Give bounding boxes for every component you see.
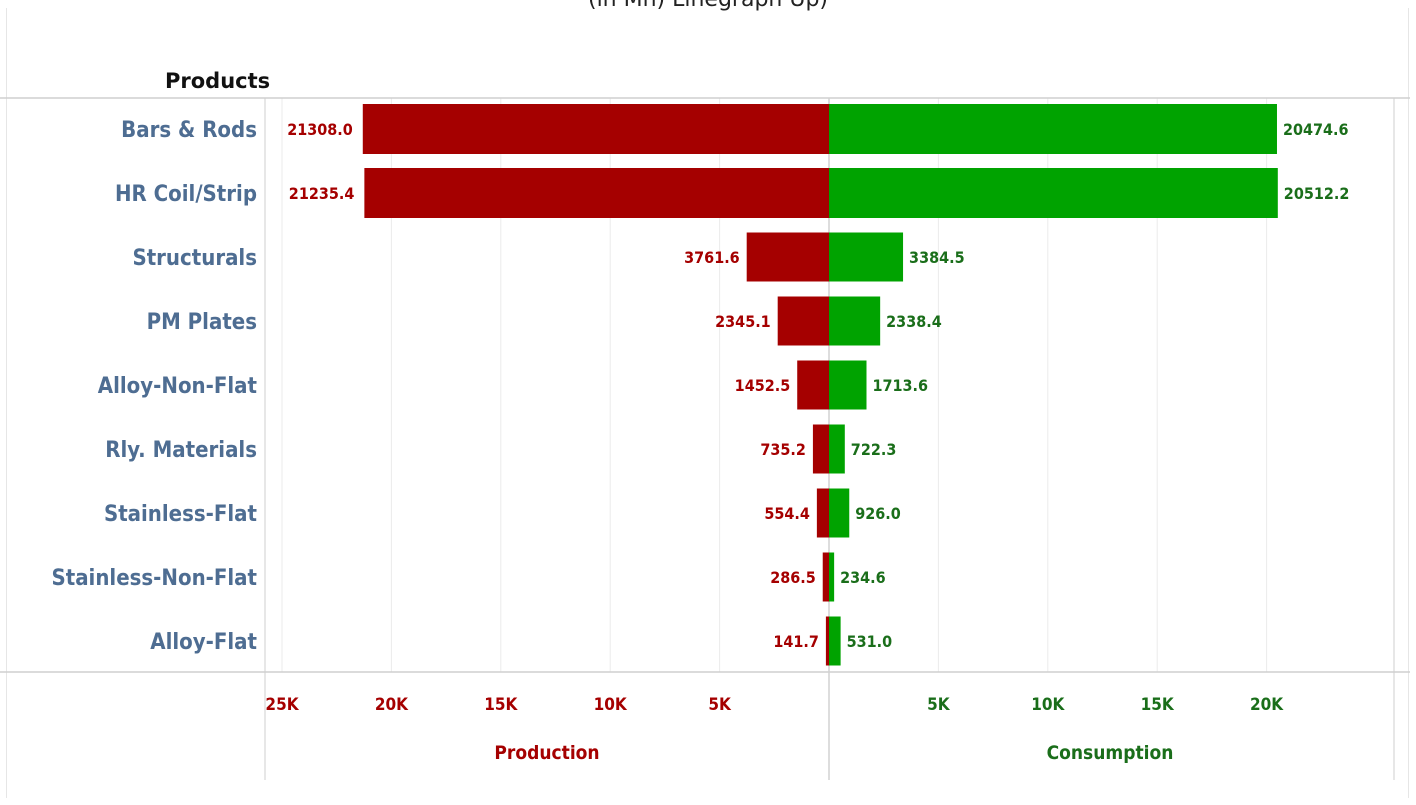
category-label: Stainless-Non-Flat <box>51 566 257 591</box>
consumption-bar[interactable] <box>829 616 841 666</box>
consumption-bar[interactable] <box>829 296 881 346</box>
consumption-value-label: 234.6 <box>840 568 886 587</box>
category-label: HR Coil/Strip <box>115 182 257 207</box>
production-tick-label: 20K <box>375 695 409 715</box>
production-bar[interactable] <box>797 360 829 410</box>
production-bar[interactable] <box>746 232 829 282</box>
production-value-label: 21308.0 <box>287 120 353 139</box>
production-value-label: 141.7 <box>773 632 819 651</box>
category-label: Stainless-Flat <box>104 502 258 527</box>
production-tick-label: 10K <box>594 695 628 715</box>
consumption-value-label: 1713.6 <box>872 376 928 395</box>
consumption-value-label: 531.0 <box>847 632 893 651</box>
chart-frame <box>6 8 1409 798</box>
consumption-bar[interactable] <box>829 424 845 474</box>
production-value-label: 21235.4 <box>289 184 355 203</box>
category-rows: Bars & Rods 21308.0 20474.6 HR Coil/Strip 21… <box>51 104 1349 666</box>
production-bar[interactable] <box>364 168 829 218</box>
production-bar[interactable] <box>777 296 829 346</box>
category-label: Alloy-Flat <box>150 630 257 655</box>
consumption-value-label: 3384.5 <box>909 248 965 267</box>
category-label: Rly. Materials <box>105 438 257 463</box>
consumption-tick-label: 5K <box>927 695 951 715</box>
production-bar[interactable] <box>816 488 829 538</box>
production-value-label: 554.4 <box>764 504 810 523</box>
production-value-label: 3761.6 <box>684 248 740 267</box>
rows-header: Products <box>165 69 270 93</box>
consumption-axis-title: Consumption <box>1047 742 1174 764</box>
production-bar[interactable] <box>825 616 829 666</box>
consumption-value-label: 20474.6 <box>1283 120 1349 139</box>
consumption-bar[interactable] <box>829 168 1278 218</box>
category-label: PM Plates <box>147 310 257 335</box>
consumption-bar[interactable] <box>829 552 835 602</box>
production-tick-label: 25K <box>265 695 299 715</box>
consumption-value-label: 722.3 <box>851 440 897 459</box>
consumption-bar[interactable] <box>829 232 904 282</box>
consumption-bar[interactable] <box>829 104 1277 154</box>
consumption-value-label: 926.0 <box>855 504 901 523</box>
consumption-value-label: 20512.2 <box>1284 184 1350 203</box>
category-label: Bars & Rods <box>121 118 257 143</box>
chart-title-fragment: (in Mn) Linegraph Up) <box>0 0 1416 12</box>
production-value-label: 735.2 <box>760 440 806 459</box>
axes: Products Production Consumption 25K 20K 15… <box>165 69 1284 764</box>
consumption-tick-label: 10K <box>1031 695 1065 715</box>
production-bar[interactable] <box>822 552 829 602</box>
production-axis-title: Production <box>494 742 599 764</box>
production-bar[interactable] <box>362 104 829 154</box>
production-value-label: 2345.1 <box>715 312 771 331</box>
consumption-tick-label: 20K <box>1250 695 1284 715</box>
consumption-value-label: 2338.4 <box>886 312 942 331</box>
category-label: Alloy-Non-Flat <box>98 374 258 399</box>
production-value-label: 1452.5 <box>735 376 791 395</box>
production-tick-label: 5K <box>708 695 732 715</box>
category-label: Structurals <box>132 246 257 271</box>
consumption-bar[interactable] <box>829 360 867 410</box>
production-bar[interactable] <box>812 424 829 474</box>
consumption-bar[interactable] <box>829 488 850 538</box>
consumption-tick-label: 15K <box>1141 695 1175 715</box>
production-tick-label: 15K <box>484 695 518 715</box>
production-value-label: 286.5 <box>770 568 816 587</box>
